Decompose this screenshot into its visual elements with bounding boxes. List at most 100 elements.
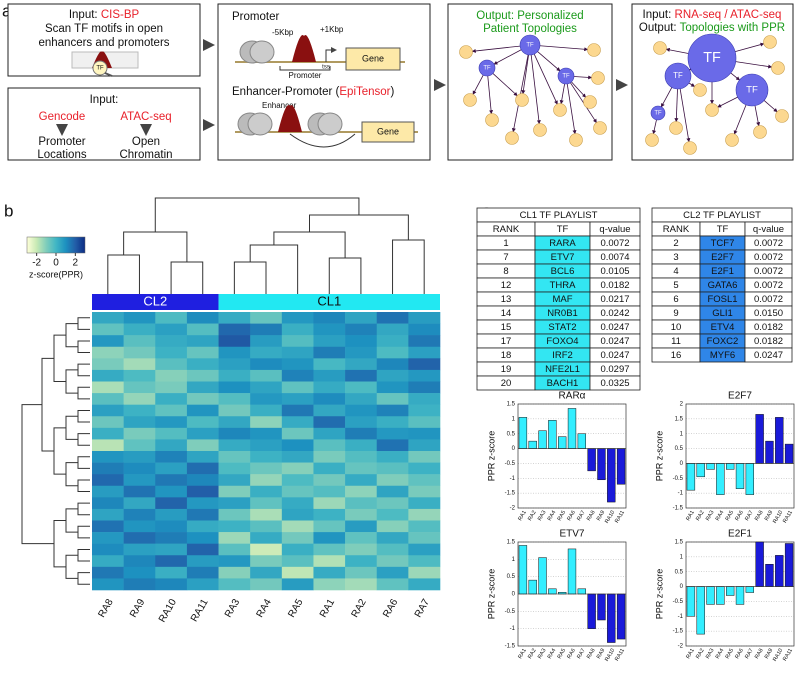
table-text: RANK: [493, 224, 520, 235]
edge: [754, 105, 761, 127]
heatmap-cell: [376, 381, 409, 394]
tf-node: [557, 67, 575, 85]
y-tick-label: -0.5: [673, 476, 684, 482]
bar: [784, 543, 794, 587]
edge: [730, 72, 741, 81]
heatmap-cell: [313, 520, 346, 533]
heatmap-cell: [186, 346, 219, 359]
y-tick-label: 0.5: [507, 431, 516, 437]
heatmap-cell: [408, 404, 441, 417]
heatmap-cell: [250, 427, 283, 440]
chart-title: RARα: [559, 391, 586, 402]
x-tick-label: RA6: [566, 510, 577, 522]
tss-arrow: [325, 47, 337, 62]
heatmap-cell: [313, 578, 346, 591]
y-tick-label: -1.5: [673, 506, 684, 512]
bar: [784, 443, 794, 464]
gene-node: [505, 131, 519, 145]
heatmap-cell: [408, 427, 441, 440]
edge: [735, 61, 773, 69]
ppr-output: Output: Topologies with PPR: [639, 22, 785, 34]
table-text: IRF2: [552, 350, 573, 361]
heatmap-cell: [250, 508, 283, 521]
gene-node: [463, 93, 477, 107]
heatmap-cell: [345, 520, 378, 533]
heatmap-cell: [376, 439, 409, 452]
heatmap-cell: [408, 323, 441, 336]
tf-node: [650, 105, 666, 121]
dendrogram: [21, 404, 54, 545]
heatmap-cell: [281, 485, 314, 498]
heatmap-cell: [408, 451, 441, 463]
text: ATAC-seq: [120, 111, 171, 123]
table-text: MAF: [552, 294, 572, 305]
heatmap-cell: [92, 462, 124, 475]
heatmap-cell: [313, 555, 346, 568]
heatmap-cell: [155, 485, 188, 498]
heatmap-cell: [376, 346, 409, 359]
bar: [755, 541, 764, 587]
colorbar-tick-label: 0: [53, 258, 59, 269]
heatmap-cell: [345, 323, 378, 336]
table-text: 0.0105: [600, 266, 629, 277]
heatmap-cell: [155, 532, 188, 544]
heatmap-cell: [250, 485, 283, 498]
tf-node-label: TF: [654, 111, 662, 117]
table-text: 14: [501, 308, 512, 319]
y-axis-label: PPR z-score: [486, 569, 496, 620]
dendrogram: [77, 572, 90, 585]
heatmap-cell: [123, 566, 156, 579]
edge: [573, 75, 593, 80]
x-tick-label: RA5: [725, 648, 736, 660]
gene-node: [693, 83, 707, 97]
text: Open: [132, 136, 160, 148]
heatmap-cell: [218, 578, 251, 591]
dendrogram: [77, 363, 90, 377]
heatmap-cell: [186, 358, 219, 371]
table-text: 2: [673, 238, 678, 249]
table-text: GATA6: [708, 280, 738, 291]
table-text: 0.0217: [600, 294, 629, 305]
heatmap-cell: [155, 323, 188, 336]
heatmap-cell: [186, 323, 219, 336]
dendrogram: [77, 409, 90, 423]
bar: [616, 593, 626, 640]
bar: [765, 564, 774, 587]
heatmap-cell: [408, 555, 441, 568]
bar: [538, 557, 547, 595]
bar: [587, 593, 596, 629]
heatmap-cell: [376, 335, 409, 348]
table-text: 6: [673, 294, 678, 305]
table-text: 7: [503, 252, 508, 263]
heatmap-cell: [250, 555, 283, 568]
heatmap-cell: [218, 555, 251, 568]
text: Locations: [37, 149, 86, 161]
text: Gencode: [39, 111, 86, 123]
tf-node-label: TF: [562, 74, 570, 80]
heatmap-cell: [250, 323, 283, 336]
nucleosome: [317, 112, 343, 136]
text: CIS-BP: [101, 9, 140, 21]
x-tick-label: RA11: [614, 510, 626, 525]
heatmap-cell: [155, 393, 188, 405]
heatmap-cell: [218, 451, 251, 463]
heatmap-cell: [123, 358, 156, 371]
y-tick-label: 1: [680, 554, 684, 560]
dendrogram: [65, 369, 78, 394]
heatmap-cell: [345, 312, 378, 324]
heatmap-cell: [281, 323, 314, 336]
table-text: BACH1: [547, 378, 579, 389]
text: Promoter: [232, 11, 279, 23]
heatmap-cell: [313, 416, 346, 429]
heatmap-cell: [281, 369, 314, 382]
tf-node-label: TF: [703, 50, 721, 66]
heatmap-cell: [218, 532, 251, 544]
cluster-bar: [92, 294, 219, 310]
heatmap-cell: [155, 369, 188, 382]
heatmap-cell: [218, 485, 251, 498]
heatmap-cell: [408, 543, 441, 556]
edge: [566, 83, 577, 135]
heatmap-cell: [281, 543, 314, 556]
heatmap-cell: [250, 381, 283, 394]
heatmap-cell: [92, 312, 124, 324]
